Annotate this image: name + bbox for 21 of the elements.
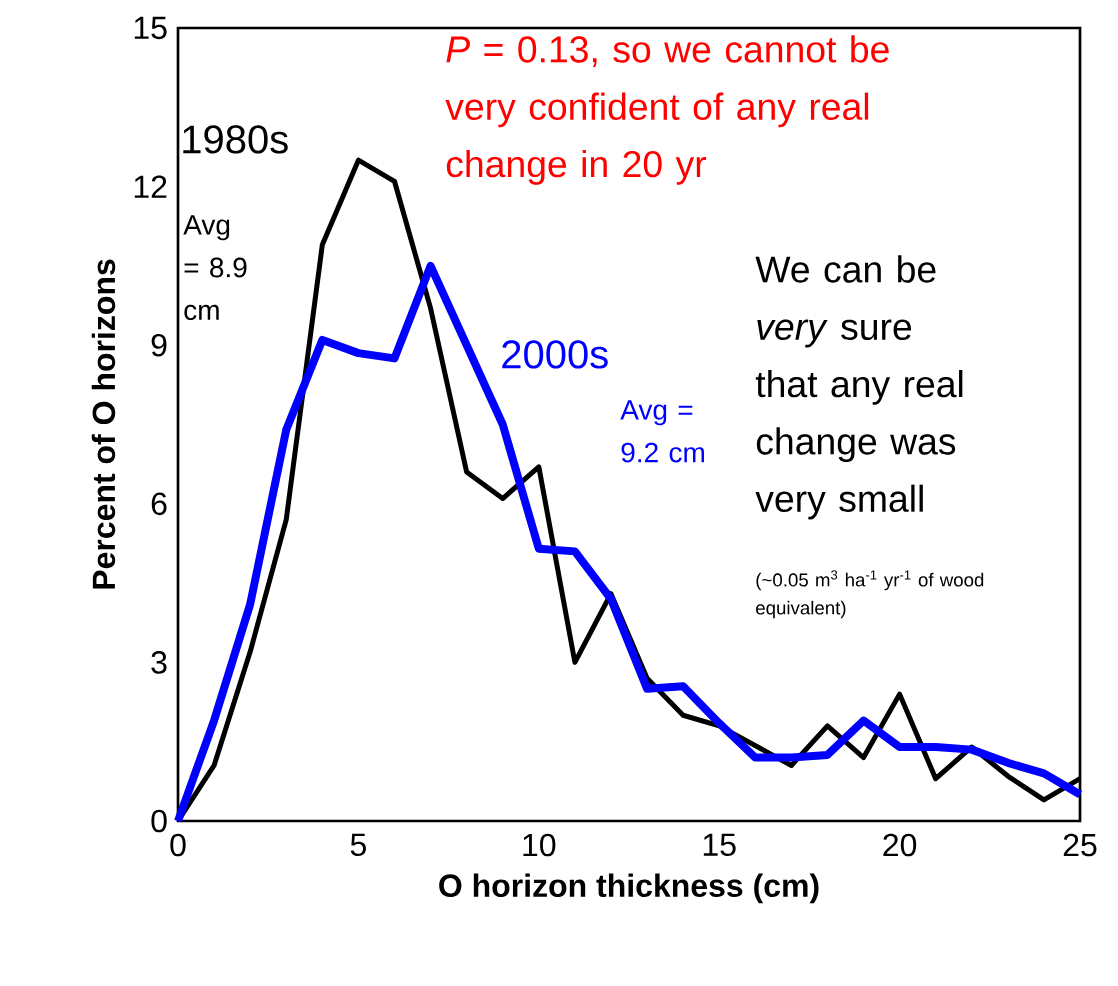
x-tick-label: 5 <box>350 833 366 857</box>
annotation: Avg = 9.2 cm <box>620 400 704 463</box>
y-tick-label: 0 <box>151 809 167 833</box>
x-tick-label: 15 <box>703 833 736 857</box>
annotation: We can be very sure that any real change was very small <box>755 255 963 520</box>
series-label: 1980s <box>183 125 288 154</box>
annotation: Avg = 8.9 cm <box>183 215 247 321</box>
x-tick-label: 25 <box>1063 833 1097 857</box>
x-axis-title: O horizon thickness (cm) <box>439 873 819 904</box>
y-tick-label: 6 <box>151 492 167 516</box>
annotation: P = 0.13, so we cannot be very confident of any real change in 20 yr <box>445 35 889 185</box>
x-tick-label: 20 <box>883 833 917 857</box>
y-tick-label: 12 <box>134 175 167 198</box>
y-tick-label: 15 <box>134 16 167 40</box>
y-tick-label: 3 <box>151 651 167 674</box>
y-axis-title: Percent of O horizons <box>91 259 116 589</box>
text: (~0.05 m$^{3}$ ha$^{-1}$ yr$^{-1}$ of wood equivalent) <box>756 570 984 619</box>
x-tick-label: 10 <box>523 833 556 857</box>
x-tick-label: 0 <box>170 833 186 857</box>
series-label: 2000s <box>502 340 608 369</box>
y-tick-label: 9 <box>151 333 167 357</box>
